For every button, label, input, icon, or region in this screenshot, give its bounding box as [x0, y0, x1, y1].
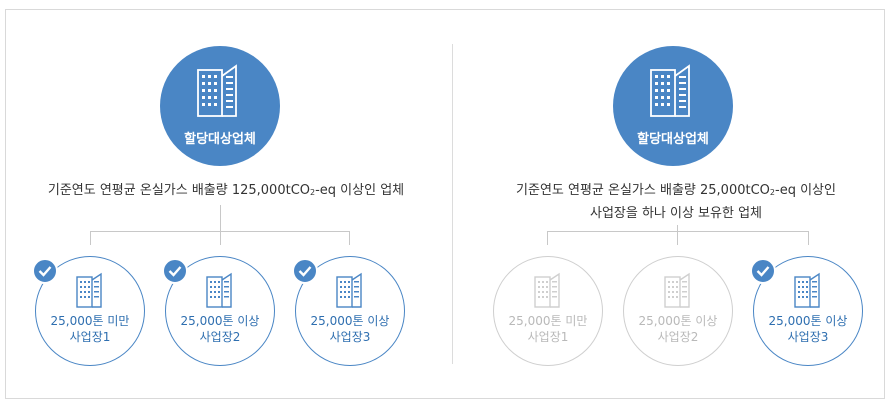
connector-line: [677, 225, 678, 245]
left-panel: 할당대상업체 기준연도 연평균 온실가스 배출량 125,000tCO2-eq …: [32, 46, 405, 366]
criteria-description: 기준연도 연평균 온실가스 배출량 25,000tCO2-eq 이상인 사업장을…: [516, 183, 836, 221]
building-icon: [794, 272, 820, 308]
connector-line: [220, 205, 221, 231]
right-panel: 할당대상업체 기준연도 연평균 온실가스 배출량 25,000tCO2-eq 이…: [453, 0, 893, 409]
allocation-company-circle: 할당대상업체: [613, 46, 733, 166]
building-icon: [206, 272, 232, 308]
site-label: 25,000톤 미만 사업장1: [50, 314, 130, 344]
site-2-circle: 25,000톤 이상 사업장2: [623, 256, 733, 366]
panel-divider: [452, 44, 453, 364]
building-icon: [650, 64, 690, 117]
checkmark-icon: [292, 258, 318, 284]
criteria-description: 기준연도 연평균 온실가스 배출량 125,000tCO2-eq 이상인 업체: [47, 183, 405, 198]
connector-line: [220, 231, 221, 245]
building-icon: [336, 272, 362, 308]
building-icon: [197, 64, 237, 117]
diagram-frame: [5, 9, 885, 399]
checkmark-icon: [750, 258, 776, 284]
connector-line: [90, 231, 91, 245]
top-circle-label: 할당대상업체: [637, 132, 709, 147]
site-label: 25,000톤 이상 사업장3: [310, 314, 390, 344]
site-label: 25,000톤 이상 사업장3: [768, 314, 848, 344]
site-label: 25,000톤 이상 사업장2: [180, 314, 260, 344]
connector-line: [349, 231, 350, 245]
connector-line: [808, 231, 809, 245]
checkmark-icon: [32, 258, 58, 284]
site-label: 25,000톤 이상 사업장2: [638, 314, 718, 344]
checkmark-icon: [162, 258, 188, 284]
connector-line: [547, 231, 548, 245]
connector-line: [547, 231, 809, 232]
building-icon: [76, 272, 102, 308]
allocation-company-circle: 할당대상업체: [160, 46, 280, 166]
building-icon: [534, 272, 560, 308]
top-circle-label: 할당대상업체: [184, 132, 256, 147]
site-label: 25,000톤 미만 사업장1: [508, 314, 588, 344]
building-icon: [664, 272, 690, 308]
site-1-circle: 25,000톤 미만 사업장1: [493, 256, 603, 366]
